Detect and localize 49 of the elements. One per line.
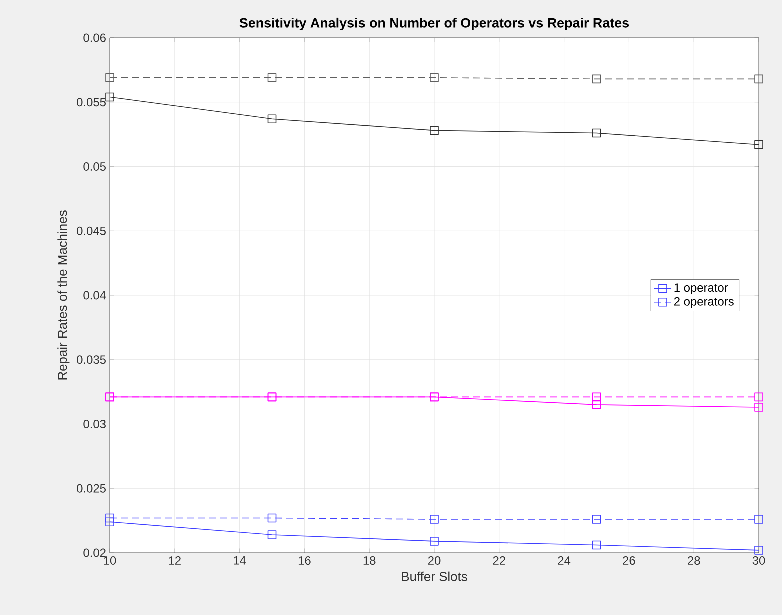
y-axis-title: Repair Rates of the Machines — [58, 210, 70, 380]
point — [592, 74, 602, 84]
x-tick-label: 12 — [169, 556, 181, 565]
x-tick-label: 26 — [623, 556, 636, 565]
point — [268, 530, 277, 540]
point — [754, 403, 764, 412]
point — [592, 400, 602, 410]
point — [430, 515, 439, 524]
point — [592, 540, 602, 550]
y-tick-label: 0.035 — [77, 356, 106, 364]
point — [106, 74, 114, 82]
y-tick-label: 0.05 — [84, 162, 106, 171]
point — [430, 74, 439, 82]
x-tick-label: 30 — [752, 556, 766, 565]
x-tick-label: 10 — [104, 556, 116, 565]
point — [106, 92, 114, 102]
x-tick-label: 16 — [298, 556, 311, 565]
point — [592, 128, 602, 138]
x-tick-label: 18 — [364, 556, 376, 565]
point — [754, 74, 764, 84]
y-tick-label: 0.03 — [84, 420, 106, 428]
x-tick-label: 24 — [558, 556, 571, 565]
y-tick-label: 0.02 — [84, 548, 106, 558]
x-tick-label: 20 — [428, 556, 441, 565]
point — [754, 392, 764, 402]
x-tick-label: 28 — [688, 556, 700, 565]
legend-label: 1 operator — [674, 284, 728, 294]
point — [106, 514, 114, 523]
y-tick-label: 0.06 — [84, 34, 106, 42]
x-axis-title: Buffer Slots — [402, 572, 468, 582]
point — [268, 514, 277, 523]
point — [268, 74, 277, 82]
point — [592, 515, 602, 524]
y-tick-label: 0.045 — [77, 226, 106, 236]
point — [430, 126, 439, 136]
x-tick-label: 14 — [234, 556, 246, 565]
point — [592, 392, 602, 402]
point — [268, 114, 277, 124]
legend-label: 2 operators — [674, 297, 734, 308]
point — [430, 537, 439, 546]
y-tick-label: 0.04 — [84, 291, 106, 300]
point — [754, 546, 764, 555]
point — [754, 140, 764, 150]
point — [106, 518, 114, 526]
chart-title: Sensitivity Analysis on Number of Operators vs Repair Rates — [240, 18, 630, 30]
y-tick-label: 0.055 — [77, 98, 106, 107]
x-tick-label: 22 — [493, 556, 506, 565]
y-tick-label: 0.025 — [77, 484, 106, 493]
point — [754, 515, 764, 524]
